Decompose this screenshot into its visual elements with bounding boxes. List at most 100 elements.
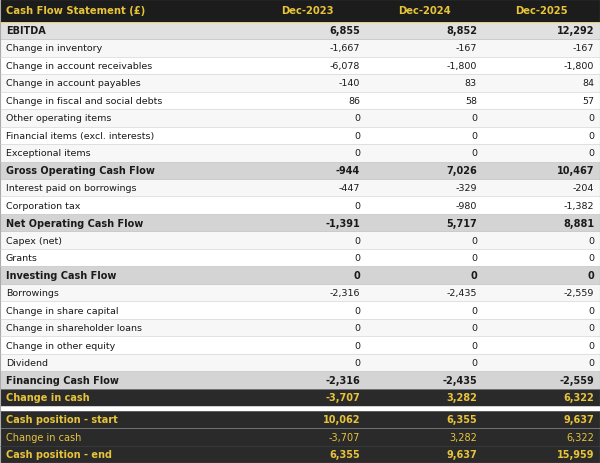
- Bar: [0, 197, 600, 214]
- Text: 9,637: 9,637: [446, 449, 477, 459]
- Text: Dec-2024: Dec-2024: [398, 6, 451, 16]
- Bar: [0, 284, 600, 302]
- Text: -447: -447: [338, 184, 360, 193]
- Text: 58: 58: [465, 97, 477, 106]
- Text: 0: 0: [588, 306, 594, 315]
- Text: 0: 0: [353, 270, 360, 281]
- Bar: [0, 93, 600, 110]
- Text: -204: -204: [572, 184, 594, 193]
- Text: Change in account payables: Change in account payables: [6, 79, 141, 88]
- Text: 0: 0: [588, 358, 594, 367]
- Text: 0: 0: [471, 131, 477, 140]
- Text: 0: 0: [471, 358, 477, 367]
- Text: Dec-2025: Dec-2025: [515, 6, 568, 16]
- Bar: [0, 302, 600, 319]
- Bar: [0, 57, 600, 75]
- Text: Interest paid on borrowings: Interest paid on borrowings: [6, 184, 137, 193]
- Text: Corporation tax: Corporation tax: [6, 201, 80, 210]
- Text: 0: 0: [588, 236, 594, 245]
- Text: Change in cash: Change in cash: [6, 432, 82, 442]
- Bar: [0, 40, 600, 57]
- Text: 6,355: 6,355: [329, 449, 360, 459]
- Bar: [0, 23, 600, 40]
- Text: 10,467: 10,467: [557, 166, 594, 176]
- Text: Dividend: Dividend: [6, 358, 48, 367]
- Text: Exceptional items: Exceptional items: [6, 149, 91, 158]
- Bar: [0, 214, 600, 232]
- Text: 6,322: 6,322: [563, 393, 594, 403]
- Bar: [0, 145, 600, 162]
- Text: Cash position - start: Cash position - start: [6, 414, 118, 425]
- Bar: [0, 75, 600, 93]
- Text: 6,322: 6,322: [566, 432, 594, 442]
- Bar: [0, 407, 600, 411]
- Text: 0: 0: [471, 236, 477, 245]
- Text: -2,435: -2,435: [442, 375, 477, 385]
- Text: -1,391: -1,391: [325, 218, 360, 228]
- Bar: [0, 337, 600, 354]
- Text: Change in fiscal and social debts: Change in fiscal and social debts: [6, 97, 163, 106]
- Text: 10,062: 10,062: [323, 414, 360, 425]
- Text: Change in shareholder loans: Change in shareholder loans: [6, 323, 142, 332]
- Text: 0: 0: [588, 254, 594, 263]
- Text: 0: 0: [471, 149, 477, 158]
- Text: 6,855: 6,855: [329, 26, 360, 37]
- Text: Change in share capital: Change in share capital: [6, 306, 119, 315]
- Text: 0: 0: [471, 114, 477, 123]
- Text: -167: -167: [572, 44, 594, 53]
- Text: Change in other equity: Change in other equity: [6, 341, 115, 350]
- Text: Financing Cash Flow: Financing Cash Flow: [6, 375, 119, 385]
- Text: -3,707: -3,707: [325, 393, 360, 403]
- Text: 0: 0: [588, 149, 594, 158]
- Text: 0: 0: [354, 131, 360, 140]
- Bar: [0, 127, 600, 145]
- Text: Financial items (excl. interests): Financial items (excl. interests): [6, 131, 154, 140]
- Text: -167: -167: [455, 44, 477, 53]
- Bar: [0, 110, 600, 127]
- Text: -1,667: -1,667: [329, 44, 360, 53]
- Text: Cash Flow Statement (£): Cash Flow Statement (£): [6, 6, 145, 16]
- Text: Gross Operating Cash Flow: Gross Operating Cash Flow: [6, 166, 155, 176]
- Bar: [0, 162, 600, 180]
- Text: 15,959: 15,959: [557, 449, 594, 459]
- Text: 57: 57: [582, 97, 594, 106]
- Text: 0: 0: [588, 323, 594, 332]
- Text: EBITDA: EBITDA: [6, 26, 46, 37]
- Text: 8,852: 8,852: [446, 26, 477, 37]
- Text: 0: 0: [588, 131, 594, 140]
- Text: Cash position - end: Cash position - end: [6, 449, 112, 459]
- Text: Change in cash: Change in cash: [6, 393, 89, 403]
- Bar: [0, 445, 600, 463]
- Text: Borrowings: Borrowings: [6, 288, 59, 297]
- Text: Change in account receivables: Change in account receivables: [6, 62, 152, 71]
- Bar: [0, 389, 600, 407]
- Text: 0: 0: [354, 306, 360, 315]
- Text: -2,559: -2,559: [563, 288, 594, 297]
- Text: 84: 84: [582, 79, 594, 88]
- Text: 0: 0: [354, 341, 360, 350]
- Bar: [0, 250, 600, 267]
- Text: Change in inventory: Change in inventory: [6, 44, 102, 53]
- Text: -2,559: -2,559: [559, 375, 594, 385]
- Text: -1,800: -1,800: [563, 62, 594, 71]
- Text: -329: -329: [455, 184, 477, 193]
- Text: 8,881: 8,881: [563, 218, 594, 228]
- Text: 0: 0: [354, 201, 360, 210]
- Text: Grants: Grants: [6, 254, 38, 263]
- Text: 3,282: 3,282: [449, 432, 477, 442]
- Bar: [0, 267, 600, 284]
- Text: 0: 0: [354, 358, 360, 367]
- Text: Net Operating Cash Flow: Net Operating Cash Flow: [6, 218, 143, 228]
- Text: -2,316: -2,316: [329, 288, 360, 297]
- Text: 0: 0: [471, 306, 477, 315]
- Text: -980: -980: [455, 201, 477, 210]
- Text: -140: -140: [338, 79, 360, 88]
- Text: 5,717: 5,717: [446, 218, 477, 228]
- Text: 0: 0: [471, 341, 477, 350]
- Bar: [0, 0, 600, 23]
- Text: 7,026: 7,026: [446, 166, 477, 176]
- Bar: [0, 319, 600, 337]
- Bar: [0, 354, 600, 371]
- Text: 9,637: 9,637: [563, 414, 594, 425]
- Text: 0: 0: [354, 323, 360, 332]
